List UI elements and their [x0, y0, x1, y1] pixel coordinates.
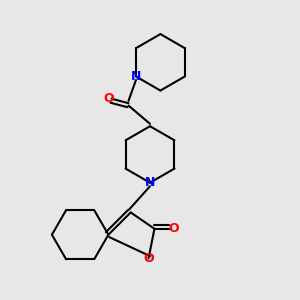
Text: O: O	[169, 222, 179, 235]
Text: O: O	[143, 252, 154, 265]
Text: N: N	[131, 70, 141, 83]
Text: O: O	[103, 92, 114, 105]
Text: N: N	[145, 176, 155, 189]
